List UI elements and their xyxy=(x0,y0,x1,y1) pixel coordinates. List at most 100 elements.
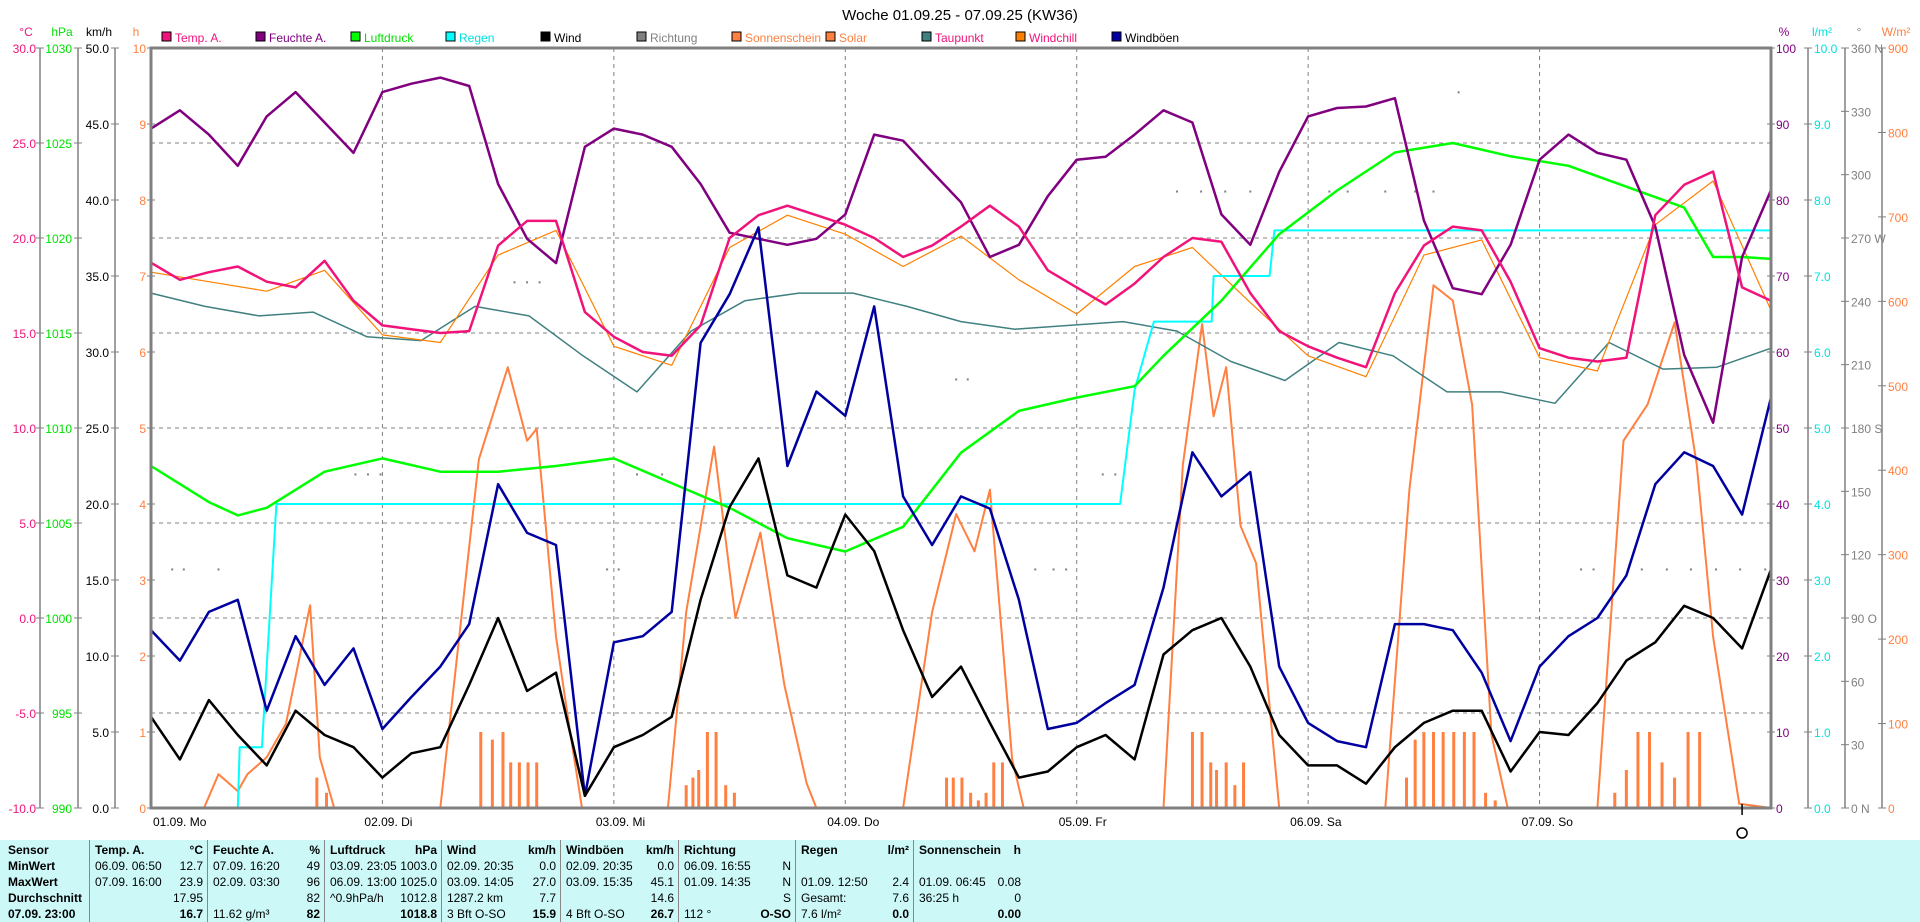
stat-label: 07.09. 16:00 xyxy=(95,875,162,889)
series-windchill xyxy=(150,180,1772,378)
series-layer xyxy=(149,76,1773,809)
axis-tick-label: 990 xyxy=(52,802,72,816)
axis-tick-label: 1015 xyxy=(45,327,72,341)
direction-dot xyxy=(1176,190,1178,193)
column-unit: km/h xyxy=(527,843,556,857)
direction-dot xyxy=(1414,190,1417,193)
direction-dot xyxy=(1052,568,1055,571)
direction-dot xyxy=(636,473,638,476)
legend-label: Sonnenschein xyxy=(745,31,821,45)
axis-tick-label: 45.0 xyxy=(86,118,110,132)
stat-value: 15.9 xyxy=(532,907,556,921)
axis-tick-label: 5.0 xyxy=(92,726,109,740)
axis-tick-label: 240 xyxy=(1851,295,1871,309)
axis-tick-label: 150 xyxy=(1851,485,1871,499)
column-divider xyxy=(324,840,325,922)
legend-label: Wind xyxy=(554,31,581,45)
series-solar xyxy=(151,284,1772,809)
axis-tick-label: 25.0 xyxy=(86,422,110,436)
axis-tick-label: 2.0 xyxy=(1814,650,1831,664)
time-cursor[interactable] xyxy=(1736,804,1748,839)
direction-dot xyxy=(1689,568,1692,571)
direction-dot xyxy=(354,473,357,476)
legend-swatch xyxy=(350,31,361,42)
axis-tick-label: 270 W xyxy=(1851,232,1886,246)
axis-tick-label: 80 xyxy=(1776,194,1790,208)
cursor-handle-icon xyxy=(1736,827,1748,839)
stat-value: N xyxy=(782,859,791,873)
stat-value: 0 xyxy=(1014,891,1021,905)
column-divider xyxy=(207,840,208,922)
direction-dot xyxy=(379,473,382,476)
legend-label: Luftdruck xyxy=(364,31,414,45)
axis-tick-label: 210 xyxy=(1851,359,1871,373)
axis-tick-label: 1030 xyxy=(45,42,72,56)
axis-tick-label: 1025 xyxy=(45,137,72,151)
column-header: Windböen xyxy=(566,843,624,857)
direction-dot xyxy=(1328,190,1331,193)
axis-unit-label: W/m² xyxy=(1882,25,1911,39)
stat-label: 03.09. 14:05 xyxy=(447,875,514,889)
column-divider xyxy=(560,840,561,922)
axis-tick-label: 0 xyxy=(139,802,146,816)
weather-week-chart: Woche 01.09.25 - 07.09.25 (KW36) Temp. A… xyxy=(9,7,1911,839)
grid xyxy=(151,48,1771,808)
axis-tick-label: 1 xyxy=(139,726,146,740)
column-unit: h xyxy=(1013,843,1021,857)
series-taupunkt xyxy=(150,292,1772,405)
axis-tick-label: 10.0 xyxy=(13,422,37,436)
axis-tick-label: 15.0 xyxy=(86,574,110,588)
axis-tick-label: 50.0 xyxy=(86,42,110,56)
axis-tick-label: 90 xyxy=(1776,118,1790,132)
legend: Temp. A. Feuchte A. Luftdruck Regen Wind Rich… xyxy=(161,31,1179,45)
chart-title: Woche 01.09.25 - 07.09.25 (KW36) xyxy=(842,7,1078,24)
stat-value: 82 xyxy=(306,891,320,905)
direction-dot xyxy=(538,281,541,284)
column-divider xyxy=(795,840,796,922)
direction-dot xyxy=(1665,568,1668,571)
axis-tick-label: 360 N xyxy=(1851,42,1883,56)
row-label: Sensor xyxy=(8,843,49,857)
direction-dot xyxy=(1640,568,1643,571)
direction-dot xyxy=(617,568,620,571)
stat-value: N xyxy=(782,875,791,889)
day-label: 05.09. Fr xyxy=(1059,815,1107,829)
stat-value: 16.7 xyxy=(179,907,203,921)
axis-tick-label: 5.0 xyxy=(19,517,36,531)
legend-swatch xyxy=(1015,31,1026,42)
column-unit: % xyxy=(309,843,320,857)
axis-tick-label: 9 xyxy=(139,118,146,132)
stat-label: 01.09. 06:45 xyxy=(919,875,986,889)
stat-label: 07.09. 16:20 xyxy=(213,859,280,873)
day-label: 04.09. Do xyxy=(827,815,879,829)
axis-tick-label: 900 xyxy=(1888,42,1908,56)
axis-tick-label: 8 xyxy=(139,194,146,208)
column-header: Regen xyxy=(801,843,838,857)
axis-tick-label: -10.0 xyxy=(9,802,37,816)
axis-tick-label: 4.0 xyxy=(1814,498,1831,512)
direction-dot xyxy=(966,378,969,381)
column-header: Luftdruck xyxy=(330,843,386,857)
axis-tick-label: -5.0 xyxy=(15,707,36,721)
column-divider xyxy=(678,840,679,922)
axis-tick-label: 100 xyxy=(1776,42,1796,56)
axis-tick-label: 7.0 xyxy=(1814,270,1831,284)
axis-unit-label: km/h xyxy=(86,25,112,39)
stat-label: 4 Bft O-SO xyxy=(566,907,625,921)
direction-dot xyxy=(171,568,174,571)
direction-dot xyxy=(1739,568,1742,571)
legend-label: Feuchte A. xyxy=(269,31,326,45)
axis-tick-label: 20.0 xyxy=(13,232,37,246)
legend-swatch xyxy=(540,31,551,42)
legend-swatch xyxy=(825,31,836,42)
direction-dot xyxy=(1224,190,1227,193)
axis-tick-label: 800 xyxy=(1888,126,1908,140)
axis-tick-label: 6 xyxy=(139,346,146,360)
series-feuchte-a xyxy=(150,76,1773,424)
series-temp-a xyxy=(150,170,1772,369)
stat-label: 02.09. 03:30 xyxy=(213,875,280,889)
legend-label: Taupunkt xyxy=(935,31,984,45)
axis-tick-label: 330 xyxy=(1851,105,1871,119)
row-label: 07.09. 23:00 xyxy=(8,907,76,921)
row-label: MinWert xyxy=(8,859,56,873)
